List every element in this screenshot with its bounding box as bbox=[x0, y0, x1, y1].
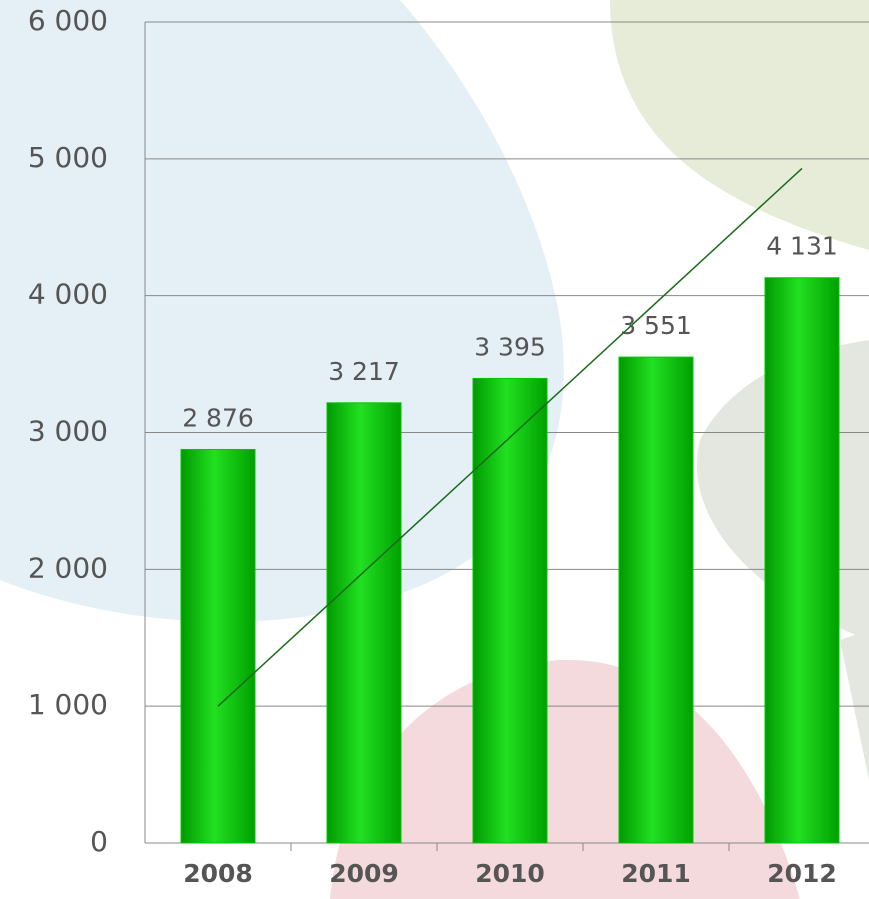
y-tick-label: 6 000 bbox=[28, 4, 108, 37]
x-tick-label: 2009 bbox=[329, 859, 399, 888]
bar bbox=[326, 402, 402, 844]
y-tick-label: 0 bbox=[90, 825, 108, 858]
bar bbox=[618, 356, 694, 844]
x-tick-label: 2008 bbox=[183, 859, 253, 888]
y-tick-label: 5 000 bbox=[28, 141, 108, 174]
x-tick-label: 2012 bbox=[767, 859, 837, 888]
y-tick-label: 1 000 bbox=[28, 688, 108, 721]
value-label: 2 876 bbox=[182, 403, 254, 432]
value-label: 3 395 bbox=[474, 332, 546, 361]
x-tick-label: 2010 bbox=[475, 859, 545, 888]
bar bbox=[180, 448, 256, 844]
value-label: 4 131 bbox=[766, 232, 838, 261]
value-label: 3 217 bbox=[328, 357, 400, 386]
trend-line bbox=[217, 167, 803, 707]
x-tick-label: 2011 bbox=[621, 859, 691, 888]
bar bbox=[472, 377, 548, 844]
bar bbox=[764, 277, 840, 844]
y-tick-label: 4 000 bbox=[28, 278, 108, 311]
y-tick-label: 2 000 bbox=[28, 551, 108, 584]
y-tick-label: 3 000 bbox=[28, 415, 108, 448]
